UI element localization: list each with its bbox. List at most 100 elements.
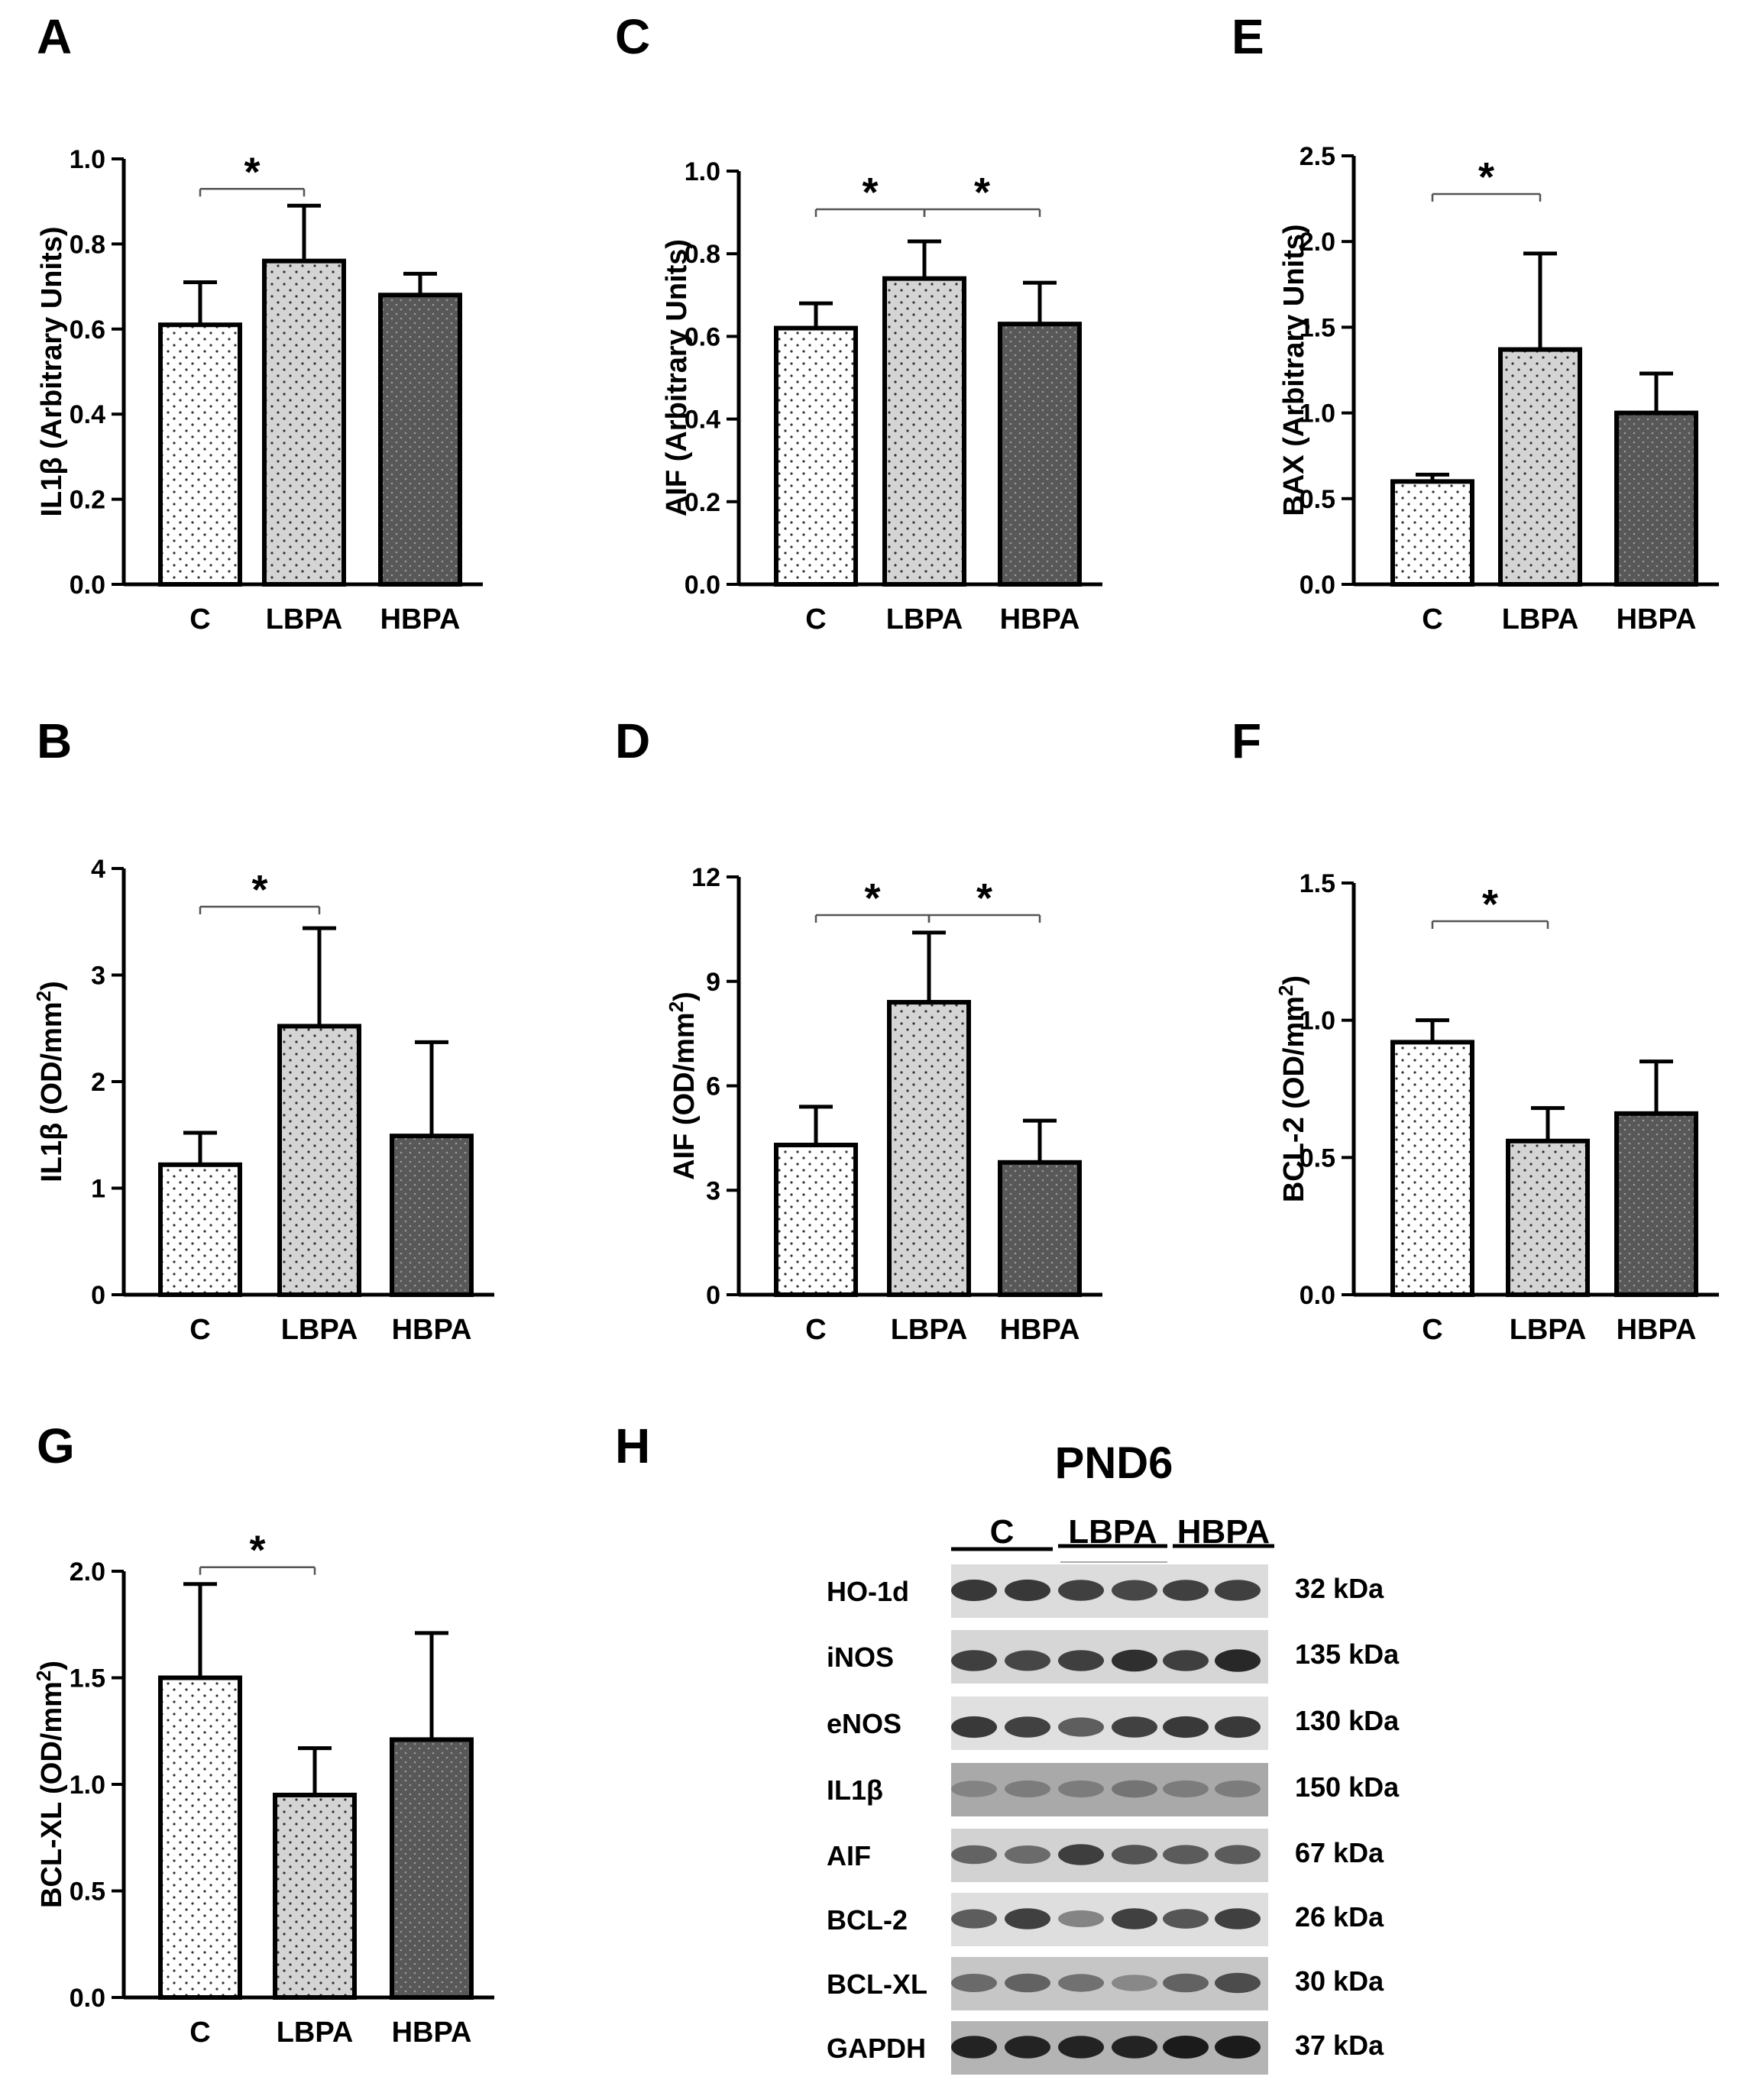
y-axis-label-tail: )	[36, 981, 68, 991]
panel-letter: A	[37, 9, 72, 64]
blot-size-label: 150 kDa	[1295, 1771, 1400, 1803]
blot-band	[1163, 1845, 1209, 1865]
blot-band	[1058, 1844, 1104, 1865]
blot-size-label: 130 kDa	[1295, 1705, 1400, 1736]
bar-lbpa	[1506, 1138, 1590, 1297]
blot-band	[1112, 1716, 1157, 1738]
y-axis-label-text: AIF (OD/mm	[668, 1012, 701, 1180]
y-tick-label: 1.5	[70, 1664, 105, 1693]
bar-c	[158, 1675, 242, 2000]
y-tick-label: 2.0	[1300, 228, 1335, 257]
bar-lbpa	[273, 1792, 357, 2000]
blot-row-ho-1d: HO-1d 32 kDa	[827, 1564, 1384, 1618]
x-tick-label: LBPA	[886, 603, 963, 636]
bar-hbpa	[390, 1134, 474, 1298]
y-axis-label: AIF (Arbitrary Units)	[661, 239, 693, 516]
y-tick-label: 1.0	[685, 157, 720, 186]
significance-star: *	[864, 875, 880, 921]
blot-size-label: 30 kDa	[1295, 1965, 1384, 1997]
y-tick-label: 4	[91, 855, 105, 884]
blot-band	[1005, 1780, 1050, 1798]
blot-size-label: 37 kDa	[1295, 2030, 1384, 2061]
bar-c	[1390, 1040, 1474, 1297]
x-tick-label: C	[1422, 1314, 1442, 1346]
blot-band	[1058, 1910, 1104, 1928]
bar-c	[774, 1142, 858, 1298]
blot-row-bcl-xl: BCL-XL 30 kDa	[827, 1957, 1384, 2010]
bar-hbpa	[1614, 410, 1698, 587]
y-tick-label: 1.5	[1300, 869, 1335, 898]
blot-row-inos: iNOS 135 kDa	[827, 1630, 1400, 1684]
y-axis-label-text: BCL-XL (OD/mm	[36, 1681, 68, 1908]
blot-protein-label: iNOS	[827, 1642, 894, 1673]
blot-band	[951, 1650, 997, 1671]
blot-band	[1112, 1908, 1157, 1929]
bar-lbpa	[887, 1000, 971, 1297]
y-axis-label: BAX (Arbitrary Units)	[1278, 224, 1310, 516]
blot-row-enos: eNOS 130 kDa	[827, 1697, 1400, 1750]
y-axis-label-superscript: 2	[665, 1001, 688, 1012]
blot-band	[1215, 1908, 1261, 1929]
bar-c	[774, 325, 858, 587]
blot-band	[1163, 1780, 1209, 1798]
blot-protein-label: IL1β	[827, 1774, 883, 1806]
y-axis-label-text: AIF (Arbitrary Units)	[661, 239, 693, 516]
bar-c	[158, 322, 242, 587]
x-tick-label: C	[805, 1314, 826, 1346]
blot-band	[951, 1909, 997, 1929]
x-tick-label: HBPA	[1000, 1314, 1080, 1346]
x-tick-label: LBPA	[1502, 603, 1579, 636]
panel-letter: D	[615, 713, 650, 768]
significance-star: *	[249, 1528, 265, 1574]
y-axis-label: AIF (OD/mm2)	[665, 991, 701, 1180]
y-tick-label: 0	[91, 1281, 105, 1310]
blot-row-gapdh: GAPDH 37 kDa	[827, 2021, 1384, 2075]
blot-band	[1112, 1780, 1157, 1798]
y-tick-label: 0.0	[1300, 1281, 1335, 1310]
y-axis-label-tail: )	[668, 991, 701, 1001]
blot-band	[1215, 1649, 1261, 1672]
y-axis-label-superscript: 2	[32, 991, 55, 1001]
blot-band	[951, 1579, 997, 1602]
y-tick-label: 0.0	[70, 571, 105, 600]
x-tick-label: HBPA	[380, 603, 461, 636]
y-axis-label: IL1β (OD/mm2)	[32, 981, 68, 1182]
blot-size-label: 67 kDa	[1295, 1837, 1384, 1868]
blot-band	[1058, 1717, 1104, 1737]
blot-band	[1005, 1716, 1050, 1738]
blot-size-label: 26 kDa	[1295, 1901, 1384, 1933]
x-tick-label: HBPA	[392, 1314, 472, 1346]
y-tick-label: 9	[706, 968, 720, 997]
blot-band	[1112, 1580, 1157, 1601]
y-axis-label-superscript: 2	[32, 1671, 55, 1681]
panel-letter: H	[615, 1418, 650, 1473]
y-axis-label: BCL-2 (OD/mm2)	[1274, 975, 1310, 1202]
y-tick-label: 1	[91, 1175, 105, 1204]
x-tick-label: LBPA	[891, 1314, 968, 1346]
y-tick-label: 0.0	[685, 571, 720, 600]
significance-star: *	[251, 867, 267, 913]
blot-band	[1005, 1579, 1050, 1602]
bar-lbpa	[262, 258, 346, 587]
panel-letter: G	[37, 1418, 75, 1473]
x-tick-label: HBPA	[1000, 603, 1080, 636]
panel-letter: F	[1232, 713, 1261, 768]
y-tick-label: 2	[91, 1068, 105, 1097]
chart-panel-a: A 0.0 0.2 0.4 0.6 0.8 1.0 IL1β (Arbitrary Units…	[36, 9, 483, 636]
y-tick-label: 3	[91, 962, 105, 991]
bar-lbpa	[1498, 347, 1582, 587]
blot-band	[1215, 1580, 1261, 1601]
blot-band	[1112, 1845, 1157, 1865]
significance-star: *	[862, 170, 878, 215]
blot-band	[1163, 1716, 1209, 1739]
chart-panel-c: C 0.0 0.2 0.4 0.6 0.8 1.0 AIF (Arbitrary Units)…	[615, 9, 1102, 636]
y-axis-label-text: IL1β (Arbitrary Units)	[36, 226, 68, 516]
x-tick-label: HBPA	[1617, 603, 1697, 636]
blot-row-il1-: IL1β 150 kDa	[827, 1763, 1400, 1816]
chart-panel-e: E 0.0 0.5 1.0 1.5 2.0 2.5 BAX (Arbitrary Units)…	[1232, 9, 1719, 636]
blot-band	[1163, 1650, 1209, 1671]
panel-letter: B	[37, 713, 72, 768]
charts-layer: A 0.0 0.2 0.4 0.6 0.8 1.0 IL1β (Arbitrary Units…	[32, 9, 1719, 2049]
